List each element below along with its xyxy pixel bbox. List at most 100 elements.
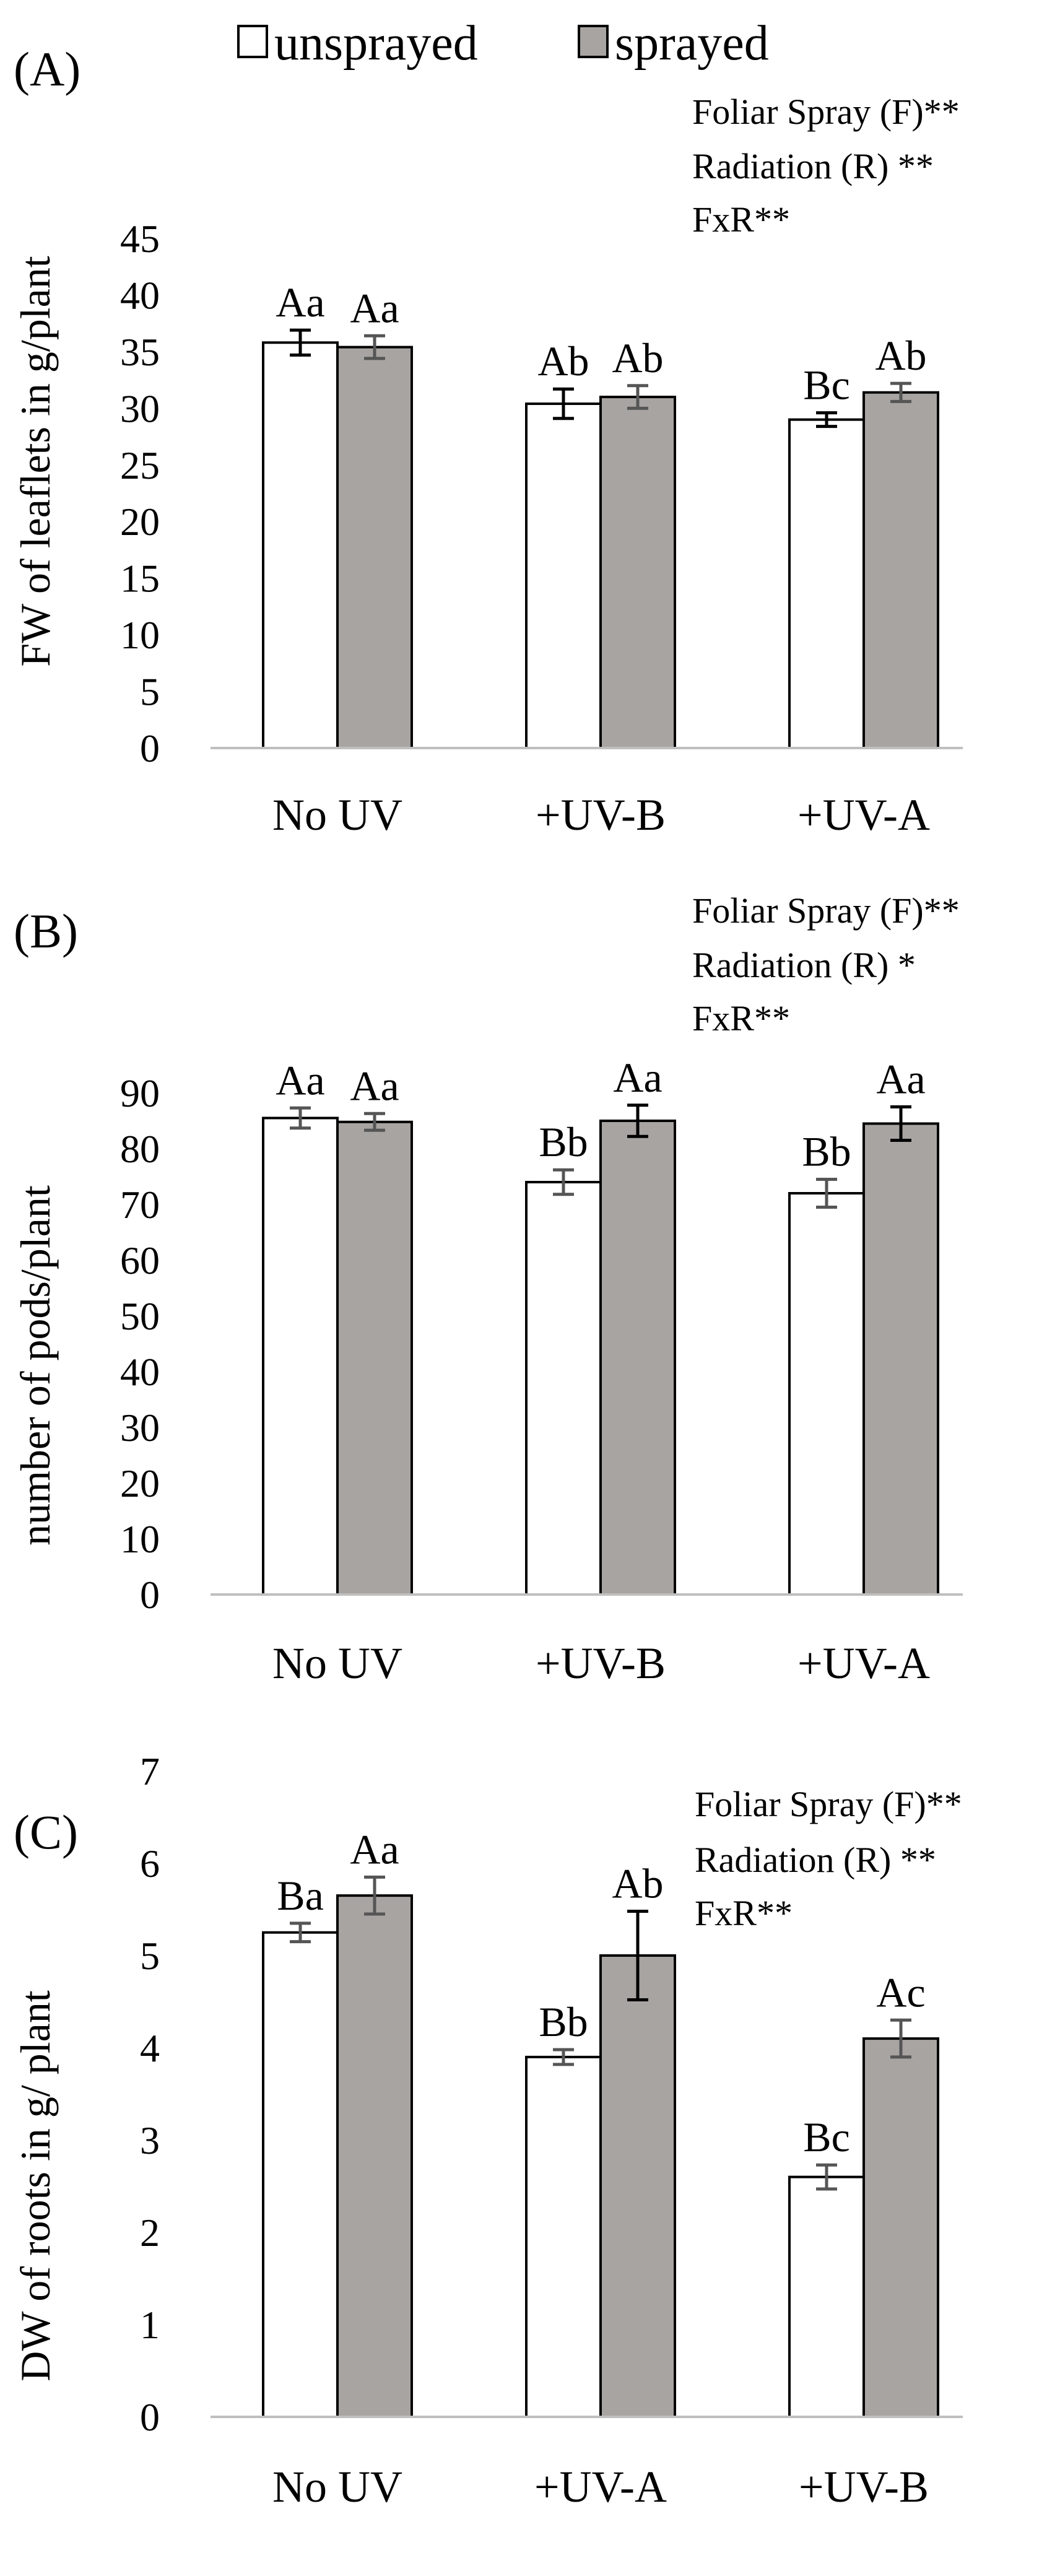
y-tick-label: 2 [140, 2211, 160, 2255]
legend-label-sprayed: sprayed [615, 16, 769, 71]
x-tick-label: +UV-A [534, 2462, 667, 2512]
panel-label: (B) [14, 904, 78, 958]
y-tick-label: 6 [140, 1842, 160, 1886]
panel-b: (B) Foliar Spray (F)** Radiation (R) * F… [12, 890, 963, 1688]
bar-unsprayed [788, 418, 865, 749]
y-tick-label: 20 [120, 1461, 160, 1505]
stats-line-foliar: Foliar Spray (F)** [692, 890, 960, 931]
significance-label: Aa [613, 1054, 662, 1101]
x-tick-label: +UV-B [536, 790, 666, 840]
legend: unsprayed sprayed [237, 16, 769, 71]
y-tick-label: 90 [120, 1071, 160, 1115]
y-tick-label: 30 [120, 386, 160, 430]
y-tick-label: 80 [120, 1127, 160, 1171]
y-axis-label: DW of roots in g/ plant [12, 1990, 59, 2382]
stats-block: Foliar Spray (F)** Radiation (R) ** FxR*… [695, 1784, 962, 1933]
y-tick-label: 4 [140, 2026, 160, 2070]
significance-label: Bc [803, 362, 850, 409]
significance-label: Ab [875, 332, 926, 379]
x-tick-label: No UV [272, 790, 402, 840]
stats-line-radiation: Radiation (R) ** [692, 146, 934, 186]
stats-line-radiation: Radiation (R) ** [695, 1840, 936, 1880]
stats-block: Foliar Spray (F)** Radiation (R) ** FxR*… [692, 92, 960, 240]
x-tick-label: No UV [272, 1638, 402, 1688]
y-tick-label: 3 [140, 2118, 160, 2162]
panel-label: (A) [14, 42, 80, 96]
bar-unsprayed [262, 341, 339, 749]
y-tick-label: 20 [120, 500, 160, 544]
y-axis-label: FW of leaflets in g/plant [12, 256, 59, 667]
y-tick-label: 45 [120, 217, 160, 261]
significance-label: Ac [876, 1969, 925, 2016]
stats-block: Foliar Spray (F)** Radiation (R) * FxR** [692, 890, 960, 1038]
significance-label: Ab [612, 1860, 663, 1907]
y-tick-label: 1 [140, 2303, 160, 2347]
y-tick-label: 50 [120, 1294, 160, 1338]
significance-label: Ab [537, 337, 589, 385]
significance-label: Aa [876, 1056, 925, 1103]
significance-label: Bc [803, 2113, 850, 2160]
y-tick-label: 10 [120, 613, 160, 657]
y-tick-label: 35 [120, 330, 160, 374]
y-tick-label: 0 [140, 2395, 160, 2439]
stats-line-interaction: FxR** [692, 998, 790, 1038]
y-tick-label: 40 [120, 273, 160, 317]
bar-unsprayed [525, 1181, 602, 1596]
bar-sprayed [862, 2037, 939, 2419]
x-tick-label: +UV-A [797, 790, 930, 840]
bar-unsprayed [788, 1192, 865, 1596]
panel-a: (A) Foliar Spray (F)** Radiation (R) ** … [12, 42, 963, 840]
x-tick-label: +UV-B [536, 1638, 666, 1688]
stats-line-foliar: Foliar Spray (F)** [695, 1784, 962, 1824]
y-tick-label: 70 [120, 1183, 160, 1227]
significance-label: Aa [350, 1062, 399, 1109]
x-tick-label: No UV [272, 2462, 402, 2512]
significance-label: Ab [612, 334, 663, 381]
significance-label: Ba [277, 1872, 324, 1919]
bar-sprayed [599, 1954, 676, 2418]
bar-unsprayed [262, 1116, 339, 1596]
y-tick-label: 5 [140, 1934, 160, 1978]
significance-label: Aa [350, 1825, 399, 1873]
y-tick-label: 0 [140, 1573, 160, 1617]
stats-line-interaction: FxR** [695, 1893, 793, 1933]
stats-line-foliar: Foliar Spray (F)** [692, 92, 960, 132]
significance-label: Bb [802, 1128, 851, 1175]
y-tick-label: 30 [120, 1406, 160, 1450]
bar-sprayed [599, 396, 676, 749]
bar-unsprayed [525, 2055, 602, 2418]
y-axis-label: number of pods/plant [12, 1185, 59, 1546]
bar-sprayed [336, 1120, 413, 1596]
bar-sprayed [599, 1120, 676, 1596]
significance-label: Aa [276, 1056, 324, 1103]
bar-sprayed [336, 1894, 413, 2418]
y-tick-label: 5 [140, 670, 160, 714]
x-tick-label: +UV-A [797, 1638, 930, 1688]
stats-line-radiation: Radiation (R) * [692, 945, 916, 985]
y-tick-label: 15 [120, 557, 160, 601]
stats-line-interaction: FxR** [692, 199, 790, 240]
significance-label: Aa [276, 279, 324, 326]
significance-label: Bb [539, 1998, 588, 2045]
y-tick-label: 25 [120, 443, 160, 487]
legend-swatch-unsprayed [237, 25, 268, 58]
panel-c: (C) Foliar Spray (F)** Radiation (R) ** … [12, 1749, 963, 2512]
bar-sprayed [862, 391, 939, 749]
bar-unsprayed [788, 2175, 865, 2419]
bar-sprayed [336, 346, 413, 749]
y-tick-label: 60 [120, 1238, 160, 1282]
y-tick-label: 7 [140, 1749, 160, 1793]
bar-sprayed [862, 1122, 939, 1596]
significance-label: Bb [539, 1118, 588, 1165]
y-tick-label: 40 [120, 1350, 160, 1394]
bar-unsprayed [525, 402, 602, 749]
x-tick-label: +UV-B [799, 2462, 929, 2512]
significance-label: Aa [350, 284, 399, 331]
legend-swatch-sprayed [578, 25, 609, 58]
panel-label: (C) [14, 1805, 78, 1859]
legend-label-unsprayed: unsprayed [274, 16, 478, 71]
y-tick-label: 0 [140, 726, 160, 770]
y-tick-label: 10 [120, 1517, 160, 1561]
bar-unsprayed [262, 1931, 339, 2418]
